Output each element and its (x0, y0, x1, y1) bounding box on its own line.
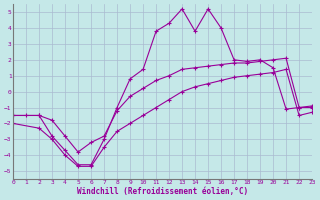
X-axis label: Windchill (Refroidissement éolien,°C): Windchill (Refroidissement éolien,°C) (77, 187, 248, 196)
